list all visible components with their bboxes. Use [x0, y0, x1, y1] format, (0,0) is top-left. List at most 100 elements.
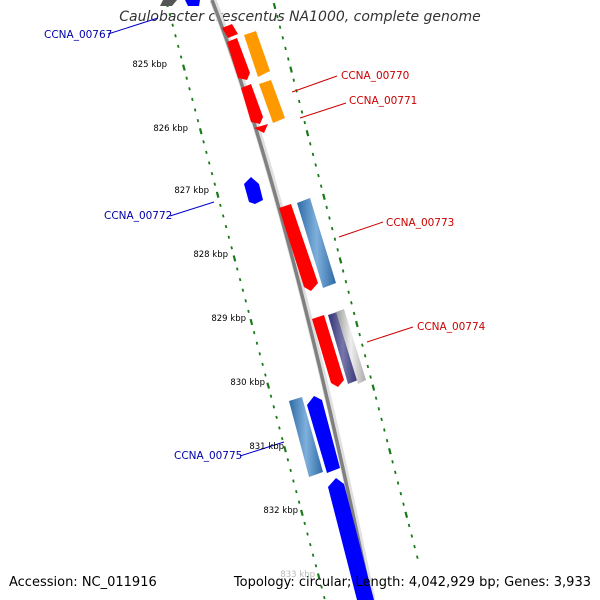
- tick-mark: [303, 120, 306, 125]
- tick-mark: [396, 481, 400, 485]
- tick-mark: [383, 428, 386, 432]
- tick-mark: [344, 279, 348, 284]
- tick-mark: [352, 311, 356, 316]
- tick-mark: [316, 573, 321, 580]
- tick-mark: [413, 544, 416, 549]
- gene-ccna-00772[interactable]: [244, 177, 263, 204]
- kbp-label: 827 kbp: [174, 186, 209, 196]
- tick-mark: [193, 108, 197, 112]
- gene-red-a[interactable]: [227, 38, 250, 80]
- gene-blue-b[interactable]: [328, 478, 374, 600]
- gene-ccna-00770[interactable]: [244, 31, 270, 77]
- tick-mark: [314, 163, 317, 167]
- gene-red-d[interactable]: [312, 315, 344, 387]
- tick-mark: [171, 23, 174, 27]
- tick-mark: [205, 150, 208, 155]
- gene-cut-top-grey[interactable]: [160, 0, 177, 6]
- tick-mark: [196, 118, 200, 123]
- gene-label-ccna-00773[interactable]: CCNA_00773: [386, 217, 454, 229]
- callout-lines: [107, 17, 414, 457]
- gene-label-ccna-00767[interactable]: CCNA_00767: [44, 29, 112, 41]
- gene-red-small[interactable]: [254, 124, 268, 133]
- tick-mark: [399, 491, 403, 496]
- tick-mark: [323, 595, 326, 600]
- kbp-label: 832 kbp: [263, 506, 298, 516]
- tick-mark: [188, 87, 191, 91]
- gene-blue-a[interactable]: [307, 396, 340, 473]
- tick-mark: [333, 237, 337, 241]
- tick-mark: [283, 446, 287, 453]
- gene-red-b[interactable]: [241, 84, 263, 124]
- tick-mark: [295, 489, 298, 494]
- kbp-label: 829 kbp: [211, 314, 246, 324]
- tick-mark: [224, 224, 228, 229]
- tick-mark: [350, 301, 353, 305]
- gene-label-ccna-00770[interactable]: CCNA_00770: [341, 70, 409, 82]
- tick-mark: [222, 214, 225, 218]
- kbp-label: 828 kbp: [193, 250, 228, 260]
- tick-mark: [275, 415, 278, 420]
- tick-mark: [261, 362, 264, 367]
- tick-mark: [286, 458, 290, 462]
- tick-mark: [284, 46, 287, 51]
- tick-mark: [366, 364, 370, 369]
- tick-mark: [305, 130, 310, 137]
- gene-ccna-00771[interactable]: [259, 80, 285, 123]
- tick-mark: [227, 235, 231, 239]
- tick-mark: [328, 216, 331, 220]
- tick-mark: [272, 405, 276, 409]
- gene-ccna-00767[interactable]: [185, 0, 200, 6]
- tick-mark: [297, 500, 301, 504]
- tick-mark: [309, 142, 312, 146]
- tick-mark: [219, 203, 222, 208]
- tick-mark: [182, 64, 186, 71]
- tick-mark: [410, 534, 414, 538]
- tick-mark: [402, 502, 405, 506]
- gene-label-ccna-00774[interactable]: CCNA_00774: [417, 321, 486, 333]
- kbp-label: 830 kbp: [230, 378, 265, 388]
- gene-gray[interactable]: [336, 309, 366, 384]
- tick-mark: [320, 585, 323, 589]
- tick-mark: [391, 460, 394, 464]
- tick-mark: [264, 373, 267, 377]
- tick-mark: [361, 343, 364, 347]
- tick-mark: [281, 36, 285, 40]
- tick-mark: [179, 55, 183, 59]
- tick-mark: [236, 267, 239, 271]
- gene-label-ccna-00772[interactable]: CCNA_00772: [104, 210, 172, 222]
- tick-mark: [177, 44, 180, 49]
- tick-mark: [249, 318, 254, 326]
- gene-cut-top-red[interactable]: [222, 24, 238, 38]
- tick-mark: [289, 468, 292, 473]
- tick-mark: [371, 384, 376, 391]
- tick-mark: [210, 171, 214, 176]
- tick-mark: [247, 309, 250, 314]
- gene-ccna-00774[interactable]: [328, 312, 358, 384]
- tick-mark: [380, 417, 383, 422]
- genome-info: Topology: circular; Length: 4,042,929 bp…: [233, 575, 591, 590]
- tick-mark: [292, 479, 295, 483]
- tick-mark: [404, 511, 409, 518]
- tick-mark: [385, 438, 389, 443]
- tick-mark: [369, 375, 372, 379]
- kbp-labels: 825 kbp 826 kbp 827 kbp 828 kbp 829 kbp …: [132, 60, 315, 580]
- tick-mark: [336, 248, 339, 252]
- gene-label-ccna-00775[interactable]: CCNA_00775: [174, 450, 242, 462]
- tick-mark: [341, 269, 345, 273]
- tick-mark: [280, 436, 284, 441]
- gene-ccna-00773[interactable]: [297, 198, 336, 288]
- gene-red-c[interactable]: [279, 204, 318, 291]
- gene-label-ccna-00771[interactable]: CCNA_00771: [349, 95, 417, 107]
- kbp-label: 825 kbp: [132, 60, 167, 70]
- tick-mark: [185, 76, 188, 80]
- gene-ccna-00775[interactable]: [289, 397, 323, 477]
- tick-mark: [258, 352, 261, 356]
- tick-mark: [355, 320, 359, 328]
- tick-mark: [255, 341, 259, 345]
- tick-mark: [300, 509, 304, 516]
- tick-mark: [314, 564, 318, 568]
- tick-mark: [338, 257, 343, 264]
- kbp-label: 831 kbp: [249, 442, 284, 452]
- tick-mark: [215, 191, 220, 198]
